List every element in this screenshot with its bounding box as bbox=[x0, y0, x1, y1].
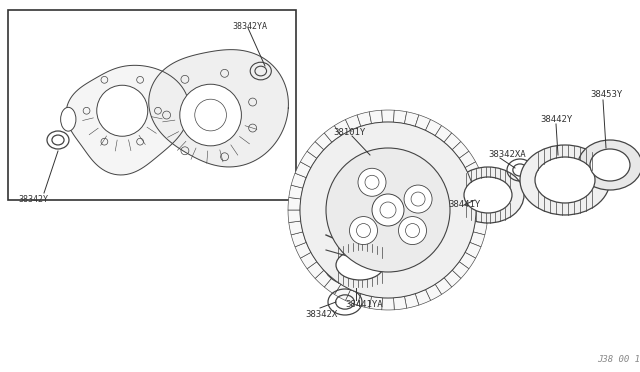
Ellipse shape bbox=[464, 177, 512, 213]
Text: J38 00 1: J38 00 1 bbox=[597, 355, 640, 364]
Polygon shape bbox=[381, 298, 394, 310]
Polygon shape bbox=[315, 133, 332, 150]
Polygon shape bbox=[291, 232, 306, 247]
Polygon shape bbox=[288, 210, 301, 222]
Text: 38441YA: 38441YA bbox=[345, 300, 383, 309]
Text: 38453Y: 38453Y bbox=[590, 90, 622, 99]
Polygon shape bbox=[394, 296, 407, 310]
Polygon shape bbox=[444, 270, 461, 287]
Polygon shape bbox=[473, 185, 487, 199]
Polygon shape bbox=[459, 252, 476, 269]
Circle shape bbox=[399, 217, 426, 244]
Circle shape bbox=[372, 194, 404, 226]
Polygon shape bbox=[452, 262, 469, 279]
Polygon shape bbox=[465, 162, 481, 177]
Ellipse shape bbox=[452, 167, 524, 223]
Polygon shape bbox=[357, 294, 371, 308]
Circle shape bbox=[349, 217, 378, 244]
Circle shape bbox=[97, 85, 148, 136]
Polygon shape bbox=[289, 221, 303, 235]
Circle shape bbox=[358, 168, 386, 196]
Text: 38342X: 38342X bbox=[305, 310, 337, 319]
Polygon shape bbox=[426, 119, 442, 136]
Polygon shape bbox=[459, 151, 476, 168]
Polygon shape bbox=[307, 262, 324, 279]
Polygon shape bbox=[148, 49, 289, 167]
Polygon shape bbox=[66, 65, 189, 175]
Text: 38342XA: 38342XA bbox=[488, 150, 525, 159]
Circle shape bbox=[326, 148, 450, 272]
Polygon shape bbox=[369, 296, 383, 310]
Polygon shape bbox=[307, 141, 324, 158]
Polygon shape bbox=[470, 173, 485, 188]
Ellipse shape bbox=[535, 157, 595, 203]
Polygon shape bbox=[346, 115, 361, 130]
Polygon shape bbox=[291, 173, 306, 188]
Ellipse shape bbox=[520, 145, 610, 215]
Circle shape bbox=[404, 185, 432, 213]
Ellipse shape bbox=[590, 149, 630, 181]
Polygon shape bbox=[470, 232, 485, 247]
Polygon shape bbox=[476, 210, 488, 222]
Ellipse shape bbox=[324, 243, 396, 287]
Polygon shape bbox=[295, 243, 311, 258]
Polygon shape bbox=[476, 198, 488, 210]
Polygon shape bbox=[324, 278, 341, 294]
Text: 38342YA: 38342YA bbox=[232, 22, 267, 31]
Polygon shape bbox=[300, 151, 317, 168]
Ellipse shape bbox=[336, 250, 384, 280]
Text: 38441Y: 38441Y bbox=[448, 200, 480, 209]
Text: 38101Y: 38101Y bbox=[333, 128, 365, 137]
Polygon shape bbox=[465, 243, 481, 258]
Polygon shape bbox=[369, 110, 383, 124]
Polygon shape bbox=[394, 110, 407, 124]
Polygon shape bbox=[404, 112, 419, 126]
Polygon shape bbox=[435, 126, 452, 142]
Text: 38442Y: 38442Y bbox=[540, 115, 572, 124]
FancyBboxPatch shape bbox=[8, 10, 296, 200]
Polygon shape bbox=[435, 278, 452, 294]
Polygon shape bbox=[335, 119, 351, 136]
Circle shape bbox=[300, 122, 476, 298]
Polygon shape bbox=[415, 115, 431, 130]
Polygon shape bbox=[289, 185, 303, 199]
Polygon shape bbox=[335, 284, 351, 301]
Polygon shape bbox=[426, 284, 442, 301]
Polygon shape bbox=[315, 270, 332, 287]
Polygon shape bbox=[357, 112, 371, 126]
Polygon shape bbox=[381, 110, 394, 122]
Polygon shape bbox=[404, 294, 419, 308]
Polygon shape bbox=[452, 141, 469, 158]
Circle shape bbox=[180, 84, 241, 146]
Polygon shape bbox=[295, 162, 311, 177]
Polygon shape bbox=[444, 133, 461, 150]
Polygon shape bbox=[415, 290, 431, 305]
Polygon shape bbox=[346, 290, 361, 305]
Polygon shape bbox=[324, 126, 341, 142]
Ellipse shape bbox=[61, 108, 76, 131]
Ellipse shape bbox=[578, 140, 640, 190]
Polygon shape bbox=[300, 252, 317, 269]
Polygon shape bbox=[473, 221, 487, 235]
Polygon shape bbox=[288, 198, 301, 210]
Text: 38342Y: 38342Y bbox=[18, 195, 48, 204]
